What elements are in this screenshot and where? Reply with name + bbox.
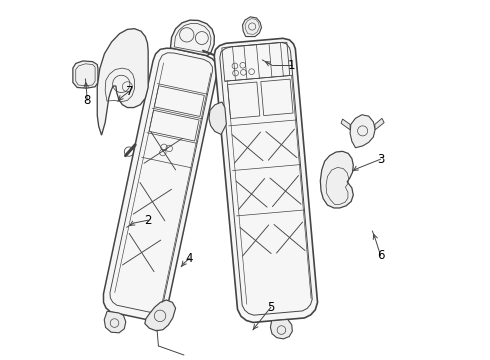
- Polygon shape: [375, 118, 384, 130]
- Text: 4: 4: [186, 252, 193, 265]
- Polygon shape: [209, 102, 226, 134]
- Text: 5: 5: [267, 301, 274, 314]
- Polygon shape: [350, 115, 375, 148]
- Polygon shape: [145, 300, 175, 331]
- Polygon shape: [214, 38, 318, 323]
- Polygon shape: [171, 20, 214, 56]
- Polygon shape: [320, 151, 353, 208]
- Text: 6: 6: [377, 249, 384, 262]
- Text: 1: 1: [288, 59, 295, 72]
- Text: 7: 7: [126, 85, 133, 98]
- Polygon shape: [104, 311, 126, 333]
- Text: 2: 2: [145, 214, 152, 227]
- Text: 3: 3: [377, 153, 384, 166]
- Polygon shape: [103, 48, 218, 320]
- Polygon shape: [270, 319, 293, 339]
- Text: 8: 8: [83, 94, 91, 107]
- Polygon shape: [97, 29, 148, 135]
- Polygon shape: [341, 119, 350, 130]
- Polygon shape: [73, 61, 98, 88]
- Polygon shape: [243, 17, 262, 37]
